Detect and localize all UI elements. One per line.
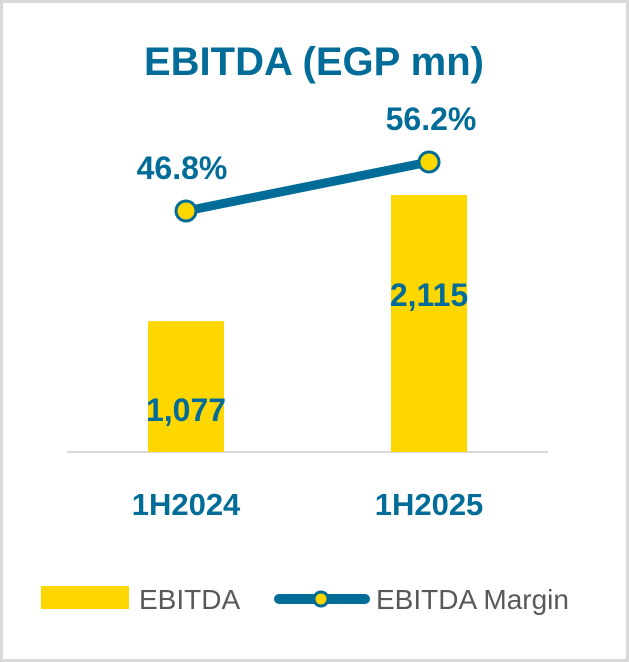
bar-value-label: 2,115 [390, 277, 468, 313]
margin-point-1H2024 [174, 199, 198, 223]
bar-ebitda-1H2024 [148, 321, 224, 452]
margin-line [185, 157, 430, 216]
x-tick-label: 1H2025 [375, 487, 484, 522]
ebitda-chart: EBITDA (EGP mn) 1,077 2,115 46.8% 56.2% 1H… [41, 40, 569, 615]
legend-swatch-ebitda [41, 586, 129, 609]
legend-marker-margin [312, 590, 330, 608]
legend-label-ebitda: EBITDA [139, 584, 240, 615]
x-tick-label: 1H2024 [132, 487, 241, 522]
margin-value-label: 46.8% [137, 150, 228, 186]
margin-point-1H2025 [417, 150, 441, 174]
chart-title: EBITDA (EGP mn) [144, 40, 484, 84]
bar-value-label: 1,077 [146, 392, 226, 428]
bar-ebitda-1H2025 [391, 195, 467, 452]
margin-value-label: 56.2% [386, 101, 477, 137]
legend: EBITDA EBITDA Margin [41, 584, 569, 615]
legend-label-margin: EBITDA Margin [376, 584, 569, 615]
